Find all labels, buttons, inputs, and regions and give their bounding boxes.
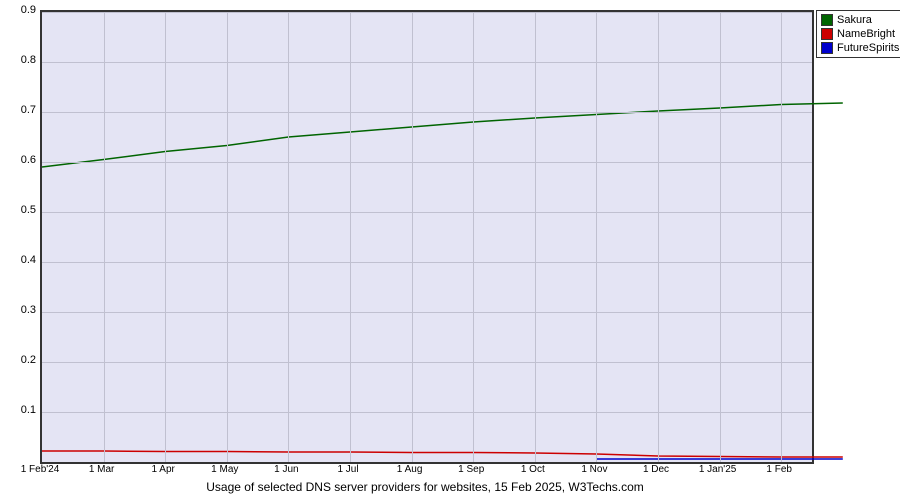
grid-line-vertical (227, 12, 228, 462)
x-tick-label: 1 Dec (643, 464, 669, 475)
legend-label: NameBright (837, 27, 895, 41)
y-tick-label: 0.4 (6, 254, 36, 266)
grid-line-horizontal (42, 362, 812, 363)
x-tick-label: 1 Aug (397, 464, 423, 475)
legend-label: FutureSpirits (837, 41, 899, 55)
x-tick-label: 1 Sep (458, 464, 484, 475)
legend-label: Sakura (837, 13, 872, 27)
grid-line-vertical (104, 12, 105, 462)
grid-line-vertical (288, 12, 289, 462)
x-tick-label: 1 Jun (274, 464, 298, 475)
grid-line-horizontal (42, 312, 812, 313)
grid-line-vertical (720, 12, 721, 462)
legend-item: FutureSpirits (821, 41, 899, 55)
grid-line-horizontal (42, 62, 812, 63)
legend: SakuraNameBrightFutureSpirits (816, 10, 900, 58)
grid-line-vertical (473, 12, 474, 462)
chart-container: 0.1 0.2 0.3 0.4 0.5 0.6 0.7 0.8 0.9 1 Feb'24 1 Ma… (0, 0, 900, 500)
grid-line-horizontal (42, 12, 812, 13)
grid-line-vertical (350, 12, 351, 462)
legend-swatch (821, 28, 833, 40)
x-tick-label: 1 Feb'24 (21, 464, 60, 475)
x-tick-label: 1 Nov (581, 464, 607, 475)
x-tick-label: 1 Jan'25 (699, 464, 737, 475)
legend-item: Sakura (821, 13, 899, 27)
legend-swatch (821, 42, 833, 54)
plot-svg (42, 12, 812, 462)
x-tick-label: 1 Mar (89, 464, 115, 475)
y-tick-label: 0.7 (6, 104, 36, 116)
grid-line-horizontal (42, 412, 812, 413)
y-tick-label: 0.6 (6, 154, 36, 166)
series-line (42, 451, 843, 457)
legend-item: NameBright (821, 27, 899, 41)
y-tick-label: 0.1 (6, 404, 36, 416)
plot-area (40, 10, 814, 464)
grid-line-vertical (596, 12, 597, 462)
grid-line-vertical (165, 12, 166, 462)
y-tick-label: 0.5 (6, 204, 36, 216)
grid-line-horizontal (42, 162, 812, 163)
x-tick-label: 1 Apr (152, 464, 175, 475)
grid-line-vertical (781, 12, 782, 462)
x-tick-label: 1 Oct (521, 464, 545, 475)
grid-line-vertical (658, 12, 659, 462)
grid-line-horizontal (42, 112, 812, 113)
y-tick-label: 0.2 (6, 354, 36, 366)
grid-line-horizontal (42, 212, 812, 213)
y-tick-label: 0.3 (6, 304, 36, 316)
grid-line-vertical (535, 12, 536, 462)
y-tick-label: 0.8 (6, 54, 36, 66)
legend-swatch (821, 14, 833, 26)
grid-line-horizontal (42, 262, 812, 263)
chart-caption: Usage of selected DNS server providers f… (0, 480, 850, 494)
x-tick-label: 1 Jul (337, 464, 358, 475)
grid-line-vertical (412, 12, 413, 462)
x-tick-label: 1 Feb (766, 464, 792, 475)
x-tick-label: 1 May (211, 464, 238, 475)
y-tick-label: 0.9 (6, 4, 36, 16)
